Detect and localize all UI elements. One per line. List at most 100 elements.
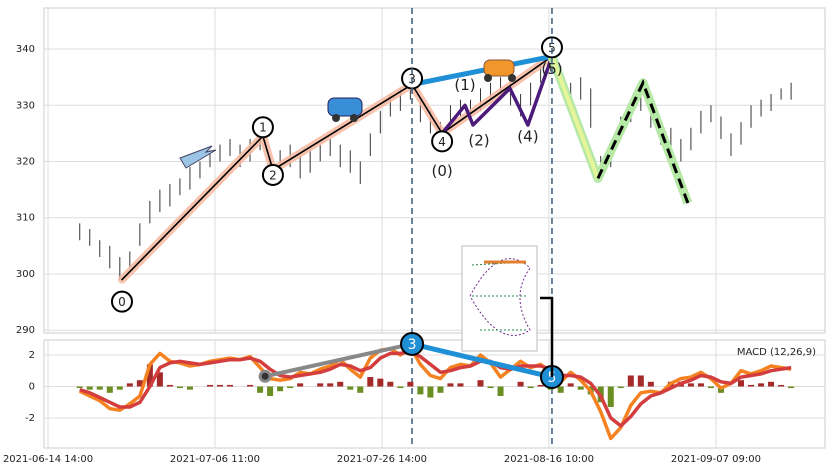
histogram-bar: [687, 383, 694, 387]
histogram-bar: [146, 364, 153, 387]
histogram-bar: [96, 386, 103, 390]
wave-marker: [251, 116, 274, 139]
histogram-bar: [707, 386, 714, 389]
histogram-bar: [377, 378, 384, 387]
histogram-bar: [347, 386, 354, 390]
histogram-bar: [748, 384, 755, 387]
macd-marker-label: 5: [548, 370, 557, 386]
histogram-bar: [768, 381, 775, 387]
x-tick-label: 2021-07-26 14:00: [337, 454, 427, 465]
forecast-first: [550, 55, 600, 180]
histogram-bar: [758, 383, 765, 387]
histogram-bar: [417, 386, 424, 395]
histogram-bar: [577, 386, 584, 390]
x-tick-label: 2021-09-07 09:00: [671, 454, 761, 465]
subwave-label: (4): [517, 127, 538, 145]
y-tick-label: 310: [16, 213, 35, 224]
histogram-bar: [176, 386, 183, 389]
histogram-bar: [617, 386, 624, 389]
histogram-bar: [247, 384, 254, 387]
x-tick-label: 2021-07-06 11:00: [170, 454, 260, 465]
wave-label: 5: [548, 41, 556, 55]
histogram-bar: [337, 381, 344, 387]
wave-label: 2: [269, 168, 277, 182]
price-panel: [43, 7, 826, 334]
histogram-bar: [287, 386, 294, 389]
macd-marker: [400, 331, 425, 356]
histogram-bar: [637, 375, 644, 387]
histogram-bar: [497, 386, 504, 396]
histogram-bar: [647, 381, 654, 387]
y-tick-label: -2: [25, 413, 35, 424]
histogram-bar: [697, 383, 704, 387]
histogram-bar: [136, 380, 143, 387]
y-tick-label: 340: [16, 44, 35, 55]
wave-line: [121, 55, 553, 281]
y-tick-label: 330: [16, 100, 35, 111]
macd-line: [79, 350, 792, 428]
histogram-bar: [737, 380, 745, 387]
x-tick-label: 2021-06-14 14:00: [3, 454, 93, 465]
x-tick-label: 2021-08-16 10:00: [504, 454, 594, 465]
wave-marker: [261, 163, 284, 186]
histogram-bar: [437, 386, 444, 393]
subwave-label: (0): [431, 162, 452, 180]
icons: [179, 59, 516, 169]
plot-layer: 290300310320330340012345(0)(1)(2)(4)(5)-…: [3, 8, 825, 465]
histogram-bar: [106, 386, 113, 393]
histogram-bar: [447, 383, 454, 387]
wave-marker: [110, 290, 133, 313]
wave-3-5-line: [411, 53, 553, 87]
y-tick-label: 0: [29, 382, 35, 393]
histogram-bar: [126, 383, 133, 387]
histogram-bar: [567, 383, 574, 387]
wave-label: 0: [118, 295, 126, 309]
histogram-bar: [627, 375, 634, 387]
y-tick-label: 290: [16, 325, 35, 336]
wave-label: 4: [438, 135, 446, 149]
histogram-bar: [327, 383, 334, 387]
histogram-bar: [186, 386, 193, 390]
histogram-bar: [607, 386, 614, 408]
wave-marker: [540, 36, 563, 59]
histogram-bar: [557, 386, 564, 393]
histogram-bar: [537, 384, 544, 387]
histogram-bar: [227, 384, 234, 387]
histogram-bar: [86, 386, 93, 390]
y-tick-label: 320: [16, 157, 35, 168]
forecast-dashed: [596, 78, 690, 204]
histogram-bar: [116, 386, 123, 390]
histogram-bar: [527, 386, 534, 389]
histogram-bar: [357, 386, 364, 393]
inset-image: [461, 245, 538, 352]
histogram-bar: [477, 380, 484, 387]
histogram-bar: [367, 377, 374, 387]
histogram-bar: [277, 386, 284, 392]
histogram-bar: [257, 386, 264, 393]
histogram-bar: [166, 384, 173, 387]
histogram-bar: [76, 386, 83, 389]
subwave-label: (1): [454, 76, 475, 94]
subwave-line: [440, 54, 554, 136]
histogram-bar: [457, 383, 464, 387]
histogram-bar: [216, 384, 224, 387]
histogram-bar: [397, 386, 404, 389]
y-tick-label: 2: [29, 350, 35, 361]
connector: [540, 296, 554, 377]
subwave-label: (2): [468, 131, 489, 149]
histogram-bar: [407, 381, 414, 387]
histogram-bar: [206, 384, 213, 387]
histogram-bar: [317, 383, 324, 387]
wave-label: 1: [259, 121, 267, 135]
histogram-bar: [267, 386, 274, 396]
histogram-bar: [487, 386, 494, 389]
macd-connector: [264, 341, 413, 379]
histogram-bar: [778, 384, 785, 387]
histogram-bar: [517, 381, 524, 387]
histogram-bar: [387, 381, 394, 387]
histogram-bar: [427, 386, 434, 398]
y-tick-label: 300: [16, 269, 35, 280]
macd-connector: [411, 341, 553, 380]
histogram-bar: [788, 386, 795, 389]
